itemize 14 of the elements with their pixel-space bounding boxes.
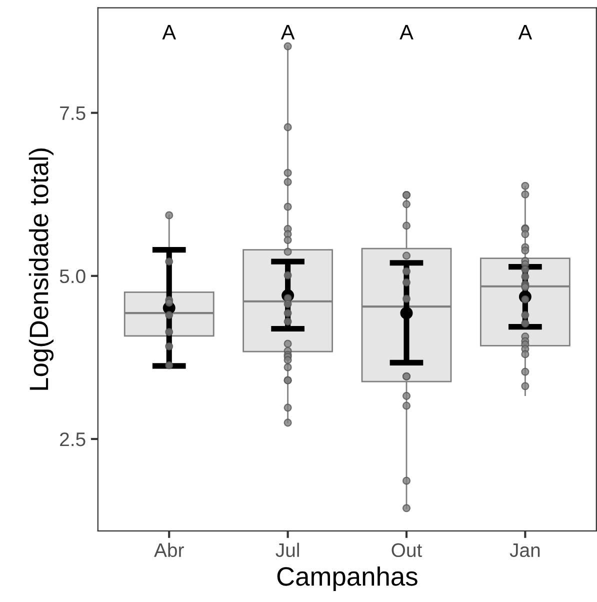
point: [400, 306, 413, 320]
annotation: A: [280, 25, 295, 40]
annotation: A: [518, 25, 532, 40]
x-axis-title: Campanhas: [277, 566, 418, 592]
annotation: A: [162, 25, 176, 40]
x-tick-label: Out: [392, 543, 422, 558]
x-tick-label: Abr: [154, 542, 184, 558]
annotation: A: [400, 25, 414, 40]
y-tick-label: 5.0: [60, 269, 86, 284]
x-tick-label: Jul: [276, 542, 299, 558]
y-tick-label: 2.5: [60, 432, 86, 446]
x-tick-label: Jan: [510, 543, 540, 558]
y-axis-title: Log(Densidade total): [28, 148, 54, 390]
y-tick-label: 7.5: [60, 106, 86, 120]
